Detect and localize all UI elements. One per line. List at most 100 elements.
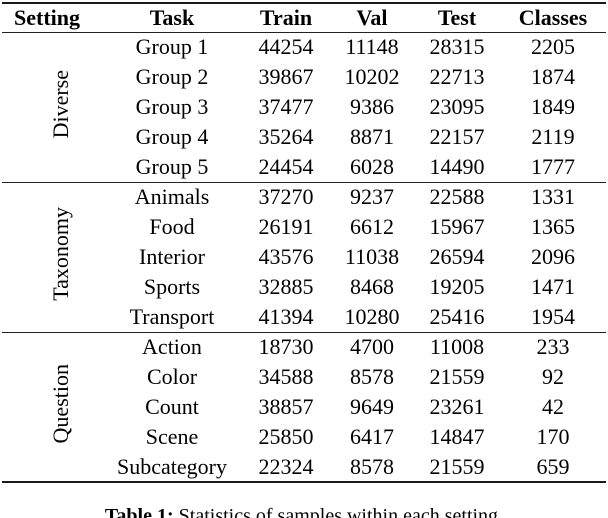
caption-body: Statistics of samples within each settin…: [178, 505, 504, 518]
cell-test: 21559: [429, 364, 485, 389]
cell-train: 26191: [258, 214, 314, 239]
cell-classes: 1777: [531, 153, 575, 179]
cell-val: 8871: [350, 124, 394, 149]
cell-train: 38857: [258, 394, 314, 419]
setting-label: Diverse: [48, 69, 73, 139]
table-row: Sports 32885 8468 19205 1471: [2, 272, 606, 302]
cell-val: 9237: [350, 184, 394, 210]
cell-train: 18730: [258, 334, 314, 360]
table-row: Color 34588 8578 21559 92: [2, 362, 606, 392]
cell-task: Group 5: [135, 153, 209, 179]
cell-test: 11008: [429, 334, 485, 360]
cell-test: 25416: [429, 303, 485, 329]
caption-label: Table 1:: [104, 505, 174, 518]
setting-label: Question: [48, 364, 73, 444]
column-header-val: Val: [356, 4, 388, 30]
cell-classes: 1954: [531, 303, 575, 329]
header-row: Setting Task Train Val Test Classes: [2, 3, 606, 32]
cell-test: 26594: [429, 244, 485, 269]
table-row: Count 38857 9649 23261 42: [2, 392, 606, 422]
table-row: Question Action 18730 4700 11008 233: [2, 332, 606, 443]
cell-val: 11148: [345, 34, 399, 60]
cell-train: 24454: [258, 153, 314, 179]
cell-train: 41394: [258, 303, 314, 329]
table-caption: Table 1: Statistics of samples within ea…: [0, 505, 608, 518]
table-row: Group 5 24454 6028 14490 1777: [2, 152, 606, 182]
column-header-test: Test: [437, 4, 477, 30]
cell-classes: 1471: [531, 274, 575, 299]
setting-label: Taxonomy: [48, 207, 73, 301]
cell-val: 10280: [344, 303, 400, 329]
cell-classes: 1849: [531, 94, 575, 119]
column-header-setting: Setting: [14, 4, 80, 30]
cell-task: Group 2: [135, 64, 209, 89]
cell-task: Count: [145, 394, 199, 419]
cell-task: Interior: [139, 244, 205, 269]
cell-test: 23095: [429, 94, 485, 119]
cell-task: Action: [142, 334, 202, 360]
cell-task: Subcategory: [117, 453, 227, 479]
cell-test: 22713: [429, 64, 485, 89]
cell-train: 22324: [258, 453, 314, 479]
cell-train: 39867: [258, 64, 314, 89]
table-body: Diverse Group 1 44254 11148 28315 2205 Group 2…: [2, 32, 606, 482]
table-row: Scene 25850 6417 14847 170: [2, 422, 606, 452]
cell-classes: 2119: [531, 124, 575, 149]
cell-classes: 92: [542, 364, 564, 389]
column-header-classes: Classes: [518, 4, 588, 30]
cell-task: Color: [146, 364, 198, 389]
cell-classes: 170: [536, 424, 570, 449]
cell-task: Group 1: [135, 34, 209, 60]
cell-classes: 1365: [531, 214, 575, 239]
cell-classes: 1331: [531, 184, 575, 210]
cell-val: 6028: [350, 153, 394, 179]
cell-val: 4700: [350, 334, 394, 360]
cell-val: 9386: [350, 94, 394, 119]
cell-task: Transport: [129, 303, 215, 329]
cell-classes: 659: [536, 453, 570, 479]
cell-val: 8578: [350, 364, 394, 389]
cell-test: 22157: [429, 124, 485, 149]
cell-val: 9649: [350, 394, 394, 419]
cell-task: Group 3: [135, 94, 209, 119]
cell-test: 14490: [429, 153, 485, 179]
table-row: Group 2 39867 10202 22713 1874: [2, 62, 606, 92]
cell-test: 14847: [429, 424, 485, 449]
table-row: Transport 41394 10280 25416 1954: [2, 302, 606, 332]
table-header: Setting Task Train Val Test Classes: [2, 3, 606, 32]
table-row: Food 26191 6612 15967 1365: [2, 212, 606, 242]
table-row: Interior 43576 11038 26594 2096: [2, 242, 606, 272]
cell-classes: 2096: [531, 244, 575, 269]
cell-train: 25850: [258, 424, 314, 449]
table-row: Taxonomy Animals 37270 9237 22588 1331: [2, 182, 606, 301]
table-row: Diverse Group 1 44254 11148 28315 2205: [2, 32, 606, 138]
cell-test: 23261: [429, 394, 485, 419]
cell-train: 43576: [258, 244, 314, 269]
cell-test: 19205: [429, 274, 485, 299]
cell-classes: 1874: [531, 64, 575, 89]
cell-task: Food: [149, 214, 195, 239]
cell-val: 11038: [344, 244, 400, 269]
cell-val: 8468: [350, 274, 394, 299]
cell-train: 32885: [258, 274, 314, 299]
cell-test: 22588: [429, 184, 485, 210]
cell-train: 37270: [258, 184, 314, 210]
cell-val: 10202: [344, 64, 400, 89]
setting-group-taxonomy: Taxonomy: [2, 182, 102, 332]
statistics-table: Setting Task Train Val Test Classes Dive…: [2, 2, 606, 483]
cell-train: 44254: [258, 34, 314, 60]
cell-classes: 2205: [531, 34, 575, 60]
table-row: Subcategory 22324 8578 21559 659: [2, 452, 606, 482]
cell-task: Group 4: [135, 124, 209, 149]
cell-task: Scene: [145, 424, 199, 449]
cell-test: 28315: [429, 34, 485, 60]
cell-task: Animals: [134, 184, 210, 210]
cell-val: 6612: [350, 214, 394, 239]
cell-val: 6417: [350, 424, 394, 449]
column-header-task: Task: [149, 4, 195, 30]
cell-test: 21559: [429, 453, 485, 479]
cell-val: 8578: [350, 453, 394, 479]
cell-train: 35264: [258, 124, 314, 149]
setting-group-question: Question: [2, 332, 102, 482]
